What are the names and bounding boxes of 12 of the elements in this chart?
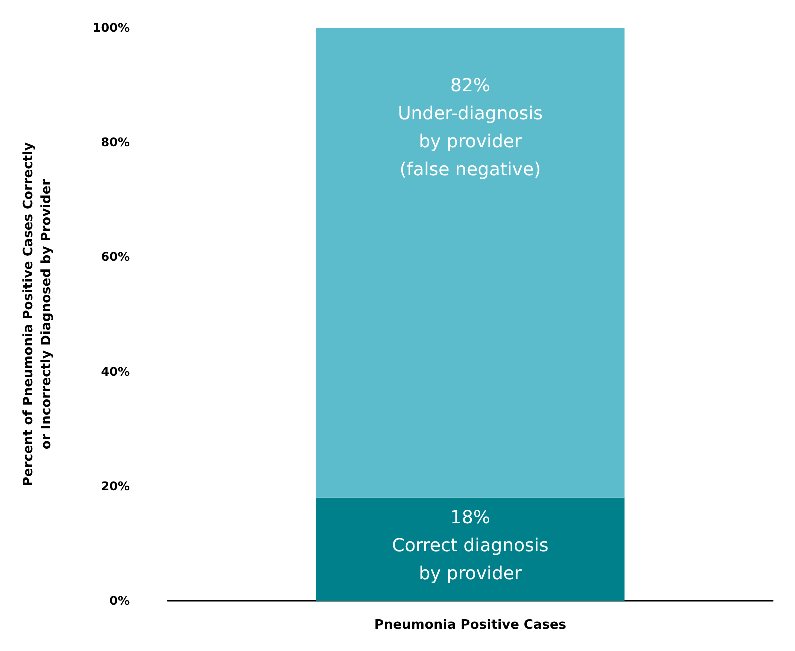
data-label: 82% (450, 76, 491, 96)
y-tick-label: 100% (92, 21, 130, 35)
series-label: Under-diagnosis by provider (false negative) (398, 104, 543, 180)
y-tick-label: 20% (101, 479, 130, 494)
y-tick-label: 0% (110, 594, 130, 608)
x-tick-label: Pneumonia Positive Cases (374, 618, 567, 633)
y-tick-label: 80% (101, 136, 130, 150)
series-label: Correct diagnosis by provider (392, 535, 549, 584)
data-label: 18% (450, 507, 491, 528)
y-axis-title: Percent of Pneumonia Positive Cases Correctly or Incorrectly Diagnosed by Provider (22, 142, 54, 486)
y-tick-label: 40% (101, 364, 130, 379)
y-tick-label: 60% (101, 250, 130, 264)
